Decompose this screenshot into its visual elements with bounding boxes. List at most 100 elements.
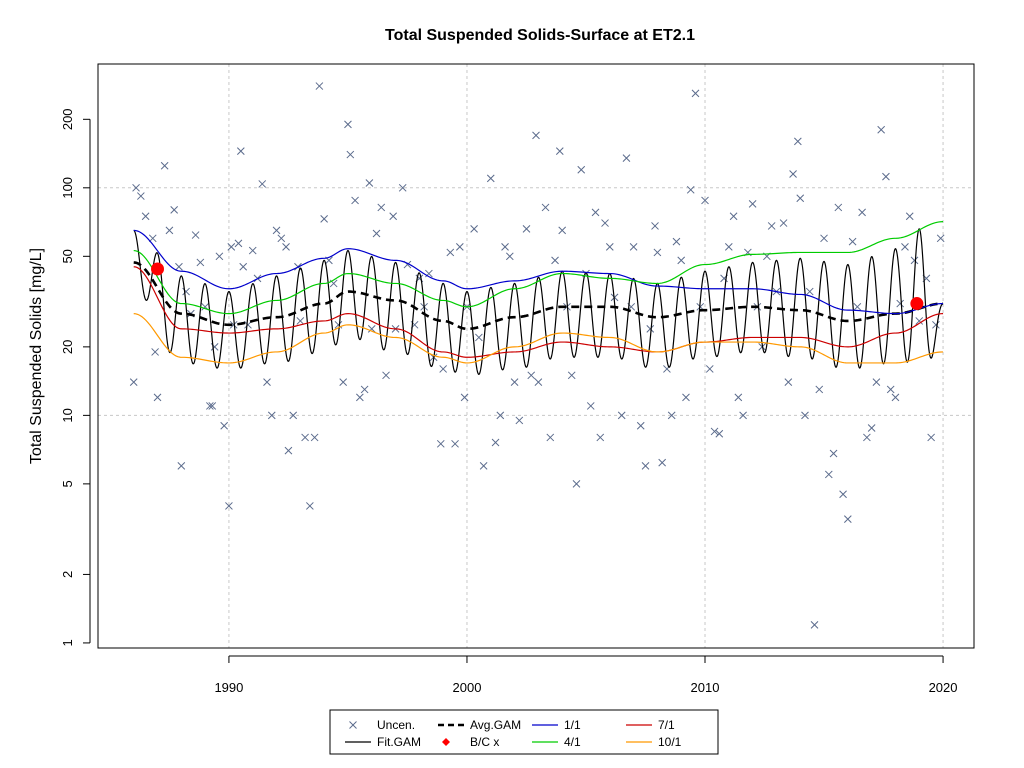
- data-point: [896, 299, 905, 308]
- data-point: [360, 385, 369, 394]
- data-point: [479, 462, 488, 470]
- chart-title: Total Suspended Solids-Surface at ET2.1: [385, 27, 695, 44]
- data-point: [365, 179, 374, 187]
- data-point: [491, 438, 500, 447]
- data-point: [470, 225, 478, 233]
- legend-symbol: [349, 721, 357, 729]
- data-point: [225, 502, 233, 510]
- data-point: [724, 243, 733, 251]
- data-point: [622, 154, 631, 163]
- y-tick-label: 100: [60, 177, 75, 199]
- data-point: [872, 378, 881, 386]
- data-point: [829, 449, 838, 458]
- data-point: [682, 393, 690, 402]
- legend-box: [329, 709, 719, 755]
- data-point: [153, 393, 162, 402]
- data-point: [915, 317, 924, 325]
- data-point: [177, 462, 186, 470]
- data-point: [141, 212, 150, 221]
- data-point: [793, 137, 802, 146]
- y-axis: 1 2 5 10 20 50 100 200: [60, 108, 91, 647]
- data-point: [234, 239, 243, 248]
- series-4-1-line: [133, 221, 944, 315]
- legend-label: 4/1: [564, 735, 581, 749]
- legend-item-points: Uncen.: [349, 718, 415, 732]
- legend: Uncen. Avg.GAM 1/1 7/1 Fit.GAM B/C x 4/1 10/1: [329, 709, 719, 755]
- legend-label: 1/1: [564, 718, 581, 732]
- data-point: [160, 161, 169, 170]
- y-axis-label: Total Suspended Solids [mg/L]: [28, 248, 45, 464]
- data-point: [886, 385, 895, 394]
- data-point: [891, 393, 900, 402]
- data-point: [927, 433, 936, 442]
- data-point: [824, 470, 833, 479]
- data-point: [658, 458, 667, 467]
- data-point: [320, 215, 328, 223]
- data-point: [486, 174, 495, 183]
- data-point: [296, 317, 305, 325]
- bc-markers: [151, 262, 924, 311]
- data-point: [715, 429, 724, 438]
- data-point: [541, 203, 550, 212]
- data-point: [641, 462, 650, 470]
- data-point: [646, 324, 655, 333]
- data-point: [382, 371, 390, 380]
- y-tick-label: 1: [60, 639, 75, 646]
- legend-item-fit: Fit.GAM: [345, 735, 421, 749]
- data-point: [789, 170, 797, 178]
- data-point: [932, 320, 940, 329]
- data-point: [651, 222, 659, 230]
- data-point: [729, 212, 738, 221]
- data-point: [151, 348, 159, 356]
- data-point: [284, 446, 293, 455]
- data-point: [677, 256, 686, 265]
- data-point: [572, 480, 581, 488]
- x-tick-label: 2020: [929, 680, 958, 695]
- data-point: [591, 208, 600, 217]
- data-point: [310, 433, 319, 442]
- legend-label: 10/1: [658, 735, 682, 749]
- data-point: [277, 234, 286, 243]
- data-point: [810, 621, 819, 629]
- data-point: [767, 222, 776, 230]
- data-point: [377, 203, 386, 212]
- series-1-1-line: [133, 229, 944, 315]
- data-point: [601, 219, 609, 227]
- data-point: [367, 324, 376, 333]
- data-point: [555, 147, 564, 155]
- data-point: [236, 147, 245, 155]
- data-point: [863, 433, 871, 442]
- data-point: [446, 248, 455, 257]
- data-point: [796, 194, 805, 203]
- data-point: [339, 378, 348, 386]
- data-point: [739, 411, 747, 420]
- legend-label: Uncen.: [377, 718, 415, 732]
- y-tick-label: 200: [60, 108, 75, 130]
- grid-lines: [98, 64, 974, 648]
- data-point: [784, 378, 793, 386]
- data-point: [301, 433, 309, 442]
- bc-marker: [910, 297, 924, 311]
- data-point: [389, 212, 398, 221]
- data-point: [191, 231, 200, 239]
- data-point: [910, 256, 919, 265]
- data-point: [515, 416, 524, 425]
- data-point: [129, 378, 138, 386]
- data-point: [567, 371, 576, 380]
- data-point: [653, 248, 662, 257]
- legend-label: 7/1: [658, 718, 675, 732]
- data-point: [355, 393, 364, 402]
- legend-symbol: [442, 738, 450, 746]
- data-point: [496, 411, 505, 420]
- data-point: [148, 234, 157, 243]
- legend-label: Fit.GAM: [377, 735, 421, 749]
- legend-item-p1_1: 1/1: [532, 718, 581, 732]
- data-point: [748, 200, 757, 208]
- data-point: [505, 252, 514, 261]
- data-point: [701, 196, 709, 205]
- data-point: [577, 165, 586, 174]
- data-point: [196, 258, 205, 267]
- data-point: [208, 402, 217, 410]
- legend-item-bc: B/C x: [442, 735, 499, 749]
